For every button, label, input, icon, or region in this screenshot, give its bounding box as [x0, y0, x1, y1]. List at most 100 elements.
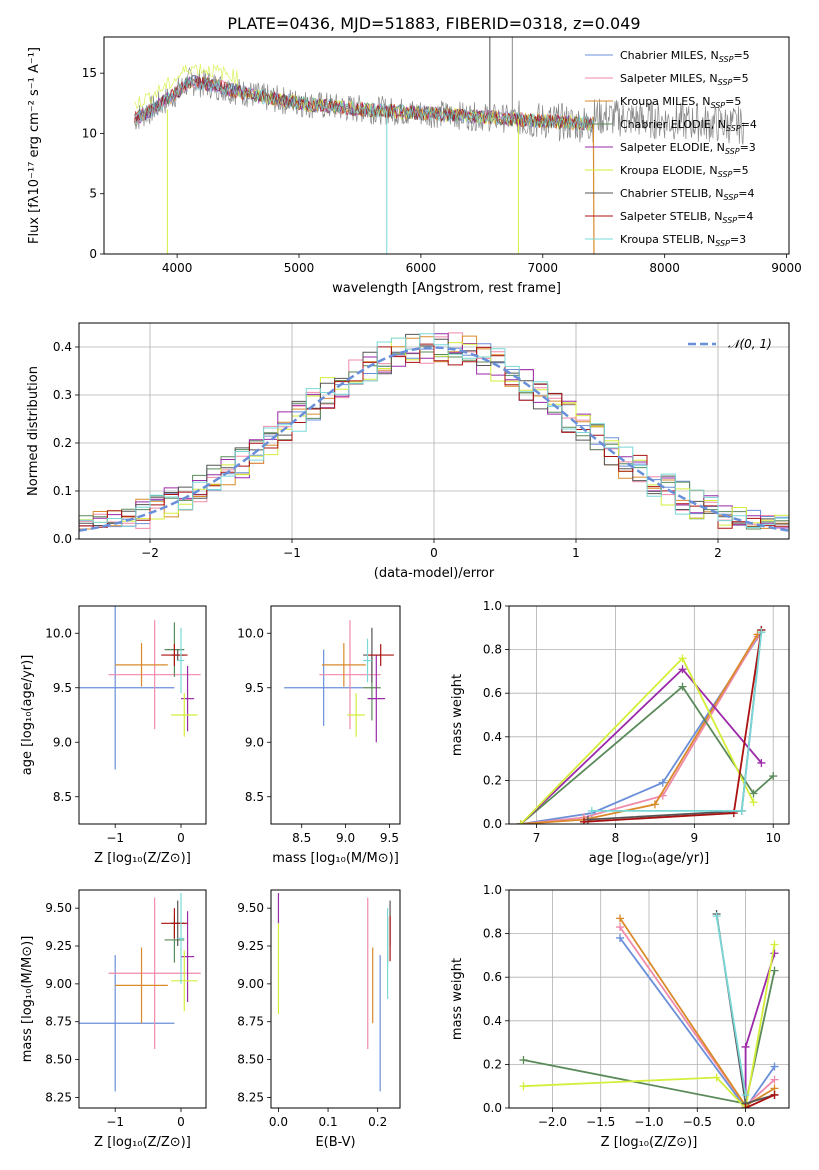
plot-area	[284, 620, 394, 743]
legend-entry: Chabrier MILES, NSSP=5	[620, 49, 750, 64]
x-tick-label: 6000	[406, 261, 437, 275]
x-tick-label: 0	[430, 546, 438, 560]
x-tick-label: 9000	[771, 261, 802, 275]
legend-subscript: SSP	[718, 78, 733, 87]
legend-subscript: SSP	[719, 55, 734, 64]
y-tick-label: 0	[89, 247, 97, 261]
weight-line-chabrier_elodie	[520, 685, 774, 824]
weight-line-chabrier_miles	[520, 631, 763, 824]
weight-marker	[678, 654, 687, 663]
weight-line-chabrier_stelib	[587, 629, 763, 821]
weight-marker	[712, 912, 721, 921]
weight-line-kroupa_stelib	[715, 916, 747, 1096]
x-tick-label: 0.0	[269, 1115, 288, 1129]
axes-frame	[78, 605, 207, 825]
weight-marker	[616, 914, 625, 923]
plot-area	[519, 909, 779, 1108]
y-tick-label: 0.8	[483, 643, 502, 657]
panel-mass-vs-Z: −1 0 8.25 8.50 8.75 9.00 9.25 9.50 Z [log₁₀(Z/Z⊙…	[20, 889, 207, 1150]
y-tick-label: 0.4	[483, 1014, 502, 1028]
legend-entry: Salpeter MILES, NSSP=5	[620, 72, 749, 87]
x-tick-label: 8	[612, 831, 620, 845]
legend-subscript: SSP	[724, 193, 739, 202]
x-tick-label: −2.0	[538, 1115, 567, 1129]
x-tick-label: 0.2	[368, 1115, 387, 1129]
plot-area	[79, 893, 201, 1092]
legend-text: Kroupa STELIB, N	[620, 233, 715, 246]
panel-mass-vs-EBV: 0.0 0.1 0.2 8.25 8.50 8.75 9.00 9.25 9.50 E(B-V)	[237, 889, 401, 1150]
x-tick-label: 0	[177, 1115, 185, 1129]
x-tick-label: −0.5	[683, 1115, 712, 1129]
plot-area	[516, 625, 778, 824]
x-axis-label: (data-model)/error	[374, 566, 495, 581]
weight-marker	[749, 789, 758, 798]
axes-frame	[78, 889, 207, 1109]
weight-marker	[770, 1062, 779, 1071]
y-tick-label: 10.0	[45, 626, 72, 640]
legend-suffix: =5	[732, 72, 748, 85]
panel-spectrum: 4000 5000 6000 7000 8000 9000 0 5 10 15 wavelength…	[27, 36, 802, 296]
legend-text: Chabrier STELIB, N	[620, 187, 724, 200]
y-tick-label: 9.00	[237, 977, 264, 991]
plot-area	[134, 37, 745, 254]
legend-suffix: =4	[738, 187, 754, 200]
legend-entry: Chabrier STELIB, NSSP=4	[620, 187, 754, 202]
y-tick-label: 0.2	[483, 1057, 502, 1071]
x-tick-label: 10	[766, 831, 781, 845]
weight-marker	[770, 1090, 779, 1099]
legend-text: Kroupa MILES, N	[620, 95, 710, 108]
y-tick-label: 0.2	[483, 773, 502, 787]
legend-entry: 𝒩(0, 1)	[728, 337, 772, 351]
y-tick-label: 10.0	[237, 626, 264, 640]
x-tick-label: 0	[177, 831, 185, 845]
legend-subscript: SSP	[710, 101, 725, 110]
weight-marker	[770, 949, 779, 958]
y-tick-label: 1.0	[483, 599, 502, 613]
legend-text: Kroupa ELODIE, N	[620, 164, 718, 177]
legend-subscript: SSP	[726, 124, 741, 133]
weight-marker	[749, 798, 758, 807]
x-axis-label: mass [log₁₀(M/M⊙)]	[272, 851, 399, 866]
plot-area	[79, 606, 201, 770]
legend-suffix: =3	[730, 233, 746, 246]
weight-marker	[741, 1090, 750, 1099]
legend-entry: Chabrier ELODIE, NSSP=4	[620, 118, 757, 133]
axes-frame	[103, 36, 790, 255]
weight-marker	[579, 817, 588, 824]
y-tick-label: 8.25	[45, 1090, 72, 1104]
x-axis-label: wavelength [Angstrom, rest frame]	[332, 281, 561, 296]
weight-line-chabrier_miles	[619, 937, 776, 1108]
legend-suffix: =5	[725, 95, 741, 108]
model-spectrum-kroupa_stelib	[134, 77, 595, 132]
weight-line-kroupa_elodie	[523, 944, 776, 1108]
legend-subscript: SSP	[715, 239, 730, 248]
x-tick-label: −1	[283, 546, 301, 560]
weight-marker	[770, 1075, 779, 1084]
axes-frame	[508, 605, 790, 825]
spectrum-dip	[592, 123, 595, 254]
weight-marker	[678, 665, 687, 674]
weight-marker	[757, 628, 766, 637]
x-axis-label: age [log₁₀(age/yr)]	[589, 851, 710, 866]
weight-line-salpeter_stelib	[745, 1094, 775, 1108]
weight-line-kroupa_miles	[520, 633, 759, 824]
y-tick-label: 1.0	[483, 883, 502, 897]
axes-frame	[270, 889, 401, 1109]
y-tick-label: 0.0	[53, 532, 72, 546]
weight-marker	[741, 1104, 750, 1108]
panel-age-vs-Z: −1 0 8.5 9.0 9.5 10.0 Z [log₁₀(Z/Z⊙)] age [log₁…	[20, 605, 207, 866]
legend-text: Salpeter ELODIE, N	[620, 141, 725, 154]
weight-marker	[616, 923, 625, 932]
x-tick-label: 9.5	[380, 831, 399, 845]
weight-marker	[712, 1073, 721, 1082]
legend-subscript: SSP	[722, 216, 737, 225]
y-tick-label: 5	[89, 187, 97, 201]
y-tick-label: 0.2	[53, 436, 72, 450]
x-tick-label: −1.0	[634, 1115, 663, 1129]
x-axis-label: Z [log₁₀(Z/Z⊙)]	[601, 1135, 698, 1150]
y-tick-label: 9.50	[45, 901, 72, 915]
y-tick-label: 9.25	[237, 939, 264, 953]
legend-text: Salpeter STELIB, N	[620, 210, 722, 223]
y-tick-label: 8.75	[45, 1015, 72, 1029]
weight-marker	[737, 806, 746, 815]
